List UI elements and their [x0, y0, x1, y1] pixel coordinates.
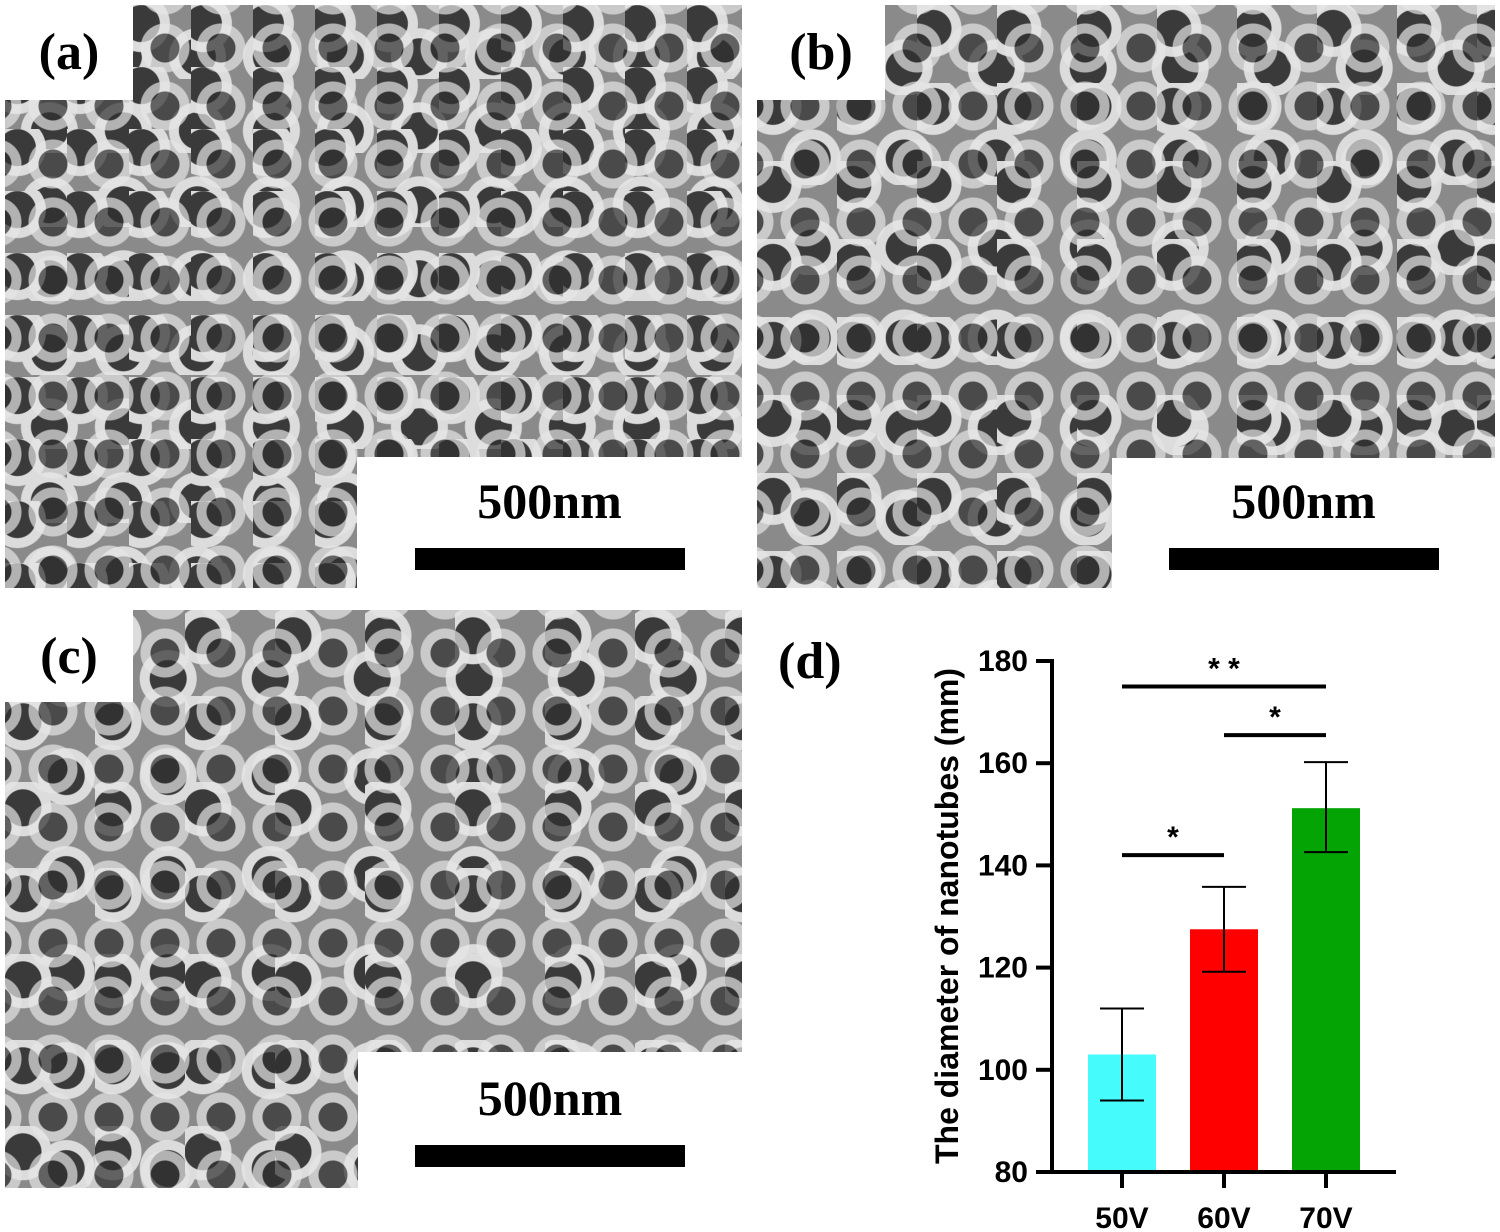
sem-panel-c: (c) 500nm — [5, 610, 742, 1188]
y-tick-label: 180 — [978, 645, 1028, 678]
panel-label-a: (a) — [5, 5, 133, 100]
bar-70V — [1292, 808, 1360, 1172]
y-tick-label: 100 — [978, 1054, 1028, 1087]
scale-bar-box-a: 500nm — [357, 457, 742, 588]
panel-label-b: (b) — [757, 5, 885, 100]
x-tick-label: 50V — [1095, 1202, 1148, 1232]
significance-marker: * — [1269, 701, 1281, 734]
y-tick-label: 120 — [978, 952, 1028, 985]
x-tick-label: 70V — [1299, 1202, 1352, 1232]
significance-marker: * * — [1208, 653, 1240, 686]
x-tick-label: 60V — [1197, 1202, 1250, 1232]
significance-marker: * — [1167, 821, 1179, 854]
scale-bar-text: 500nm — [477, 1070, 623, 1126]
scale-bar — [1168, 548, 1439, 570]
y-tick-label: 140 — [978, 849, 1028, 882]
scale-bar-box-c: 500nm — [358, 1052, 742, 1188]
sem-image-a — [5, 5, 742, 588]
y-axis-label: The diameter of nanotubes (mm) — [929, 668, 965, 1164]
scale-bar-text: 500nm — [1231, 473, 1376, 529]
y-tick-label: 160 — [978, 747, 1028, 780]
sem-panel-b: (b) 500nm — [757, 5, 1495, 588]
scale-bar — [414, 547, 685, 570]
y-tick-label: 80 — [995, 1156, 1028, 1189]
sem-panel-a: (a) 500nm — [5, 5, 742, 588]
scale-bar-text: 500nm — [477, 472, 622, 529]
panel-label-c: (c) — [5, 610, 133, 702]
scale-bar — [415, 1145, 685, 1167]
scale-bar-box-b: 500nm — [1112, 458, 1495, 588]
sem-image-c — [5, 610, 742, 1188]
panel-label-d: (d) — [778, 633, 842, 690]
